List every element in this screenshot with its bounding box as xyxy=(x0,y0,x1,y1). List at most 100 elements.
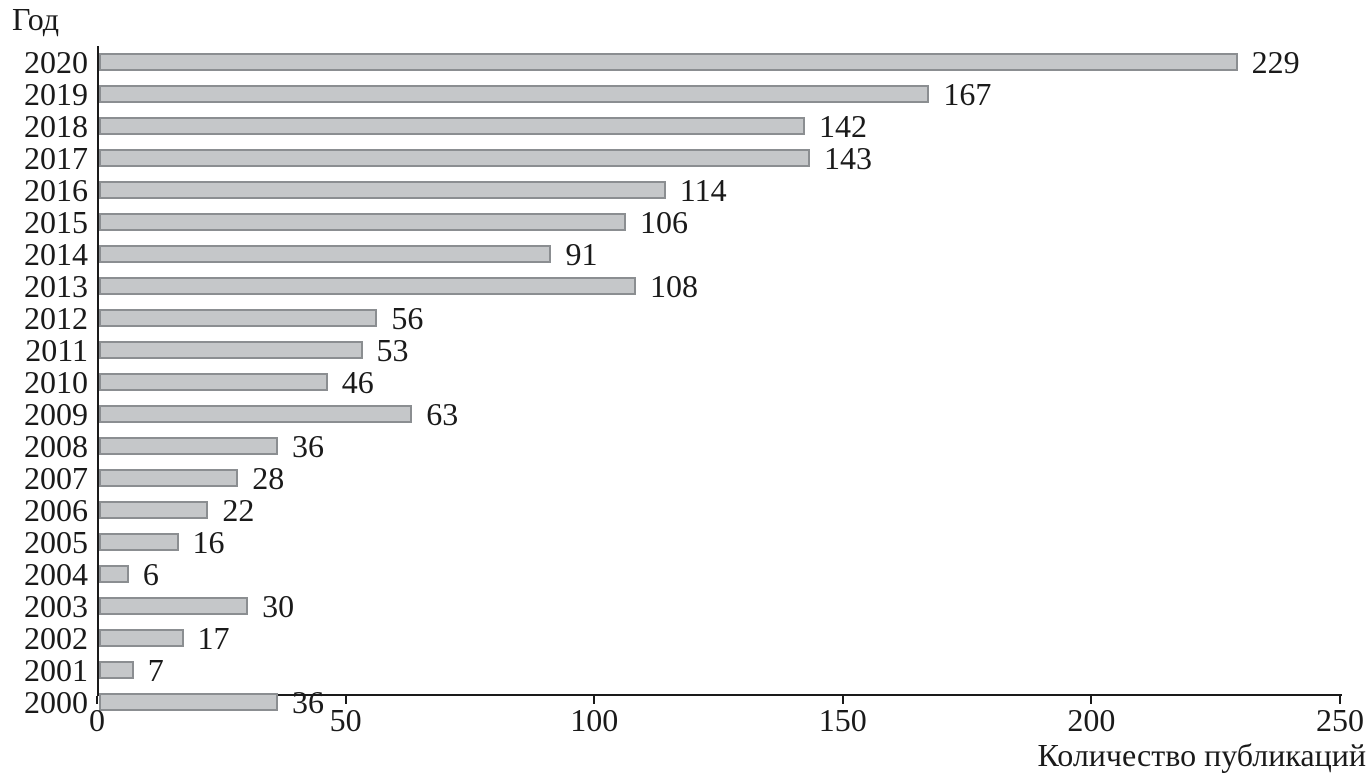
year-label: 2009 xyxy=(24,396,88,432)
year-label: 2016 xyxy=(24,172,88,208)
year-label: 2007 xyxy=(24,460,88,496)
value-label: 91 xyxy=(565,236,598,272)
value-label: 167 xyxy=(943,76,992,112)
year-label: 2015 xyxy=(24,204,88,240)
x-tick-label: 0 xyxy=(89,702,105,738)
bar-row: 2009 63 xyxy=(24,396,1342,432)
bar-row: 2005 16 xyxy=(24,524,1342,560)
bar xyxy=(99,501,209,519)
x-tick-mark xyxy=(344,696,347,704)
x-tick-mark xyxy=(593,696,596,704)
bar xyxy=(99,565,129,583)
x-tick-mark xyxy=(841,696,844,704)
year-label: 2003 xyxy=(24,588,88,624)
bar-row: 2006 22 xyxy=(24,492,1342,528)
bar xyxy=(99,181,666,199)
year-label: 2002 xyxy=(24,620,88,656)
bar-row: 2019 167 xyxy=(24,76,1342,112)
value-label: 143 xyxy=(823,140,872,176)
plot-area: 2020 229 2019 167 2018 142 2017 143 2016 114 2015 1… xyxy=(24,44,1342,718)
bar xyxy=(99,533,179,551)
year-label: 2013 xyxy=(24,268,88,304)
bar xyxy=(99,597,249,615)
bar-rows: 2020 229 2019 167 2018 142 2017 143 2016 114 2015 1… xyxy=(24,44,1342,718)
bar-row: 2018 142 xyxy=(24,108,1342,144)
bar xyxy=(99,629,184,647)
bar xyxy=(99,309,378,327)
bar-row: 2003 30 xyxy=(24,588,1342,624)
year-label: 2008 xyxy=(24,428,88,464)
value-label: 106 xyxy=(640,204,689,240)
bar xyxy=(99,661,134,679)
bar-row: 2020 229 xyxy=(24,44,1342,80)
bar-row: 2015 106 xyxy=(24,204,1342,240)
value-label: 229 xyxy=(1251,44,1300,80)
value-label: 6 xyxy=(142,556,159,592)
value-label: 36 xyxy=(291,428,324,464)
value-label: 142 xyxy=(819,108,868,144)
bar-row: 2016 114 xyxy=(24,172,1342,208)
bar xyxy=(99,693,278,711)
x-tick-label: 100 xyxy=(570,702,619,738)
bar-row: 2008 36 xyxy=(24,428,1342,464)
bar-row: 2014 91 xyxy=(24,236,1342,272)
year-label: 2019 xyxy=(24,76,88,112)
x-tick-label: 250 xyxy=(1316,702,1364,738)
bar xyxy=(99,245,552,263)
bar-row: 2002 17 xyxy=(24,620,1342,656)
value-label: 28 xyxy=(252,460,285,496)
bar xyxy=(99,85,930,103)
year-label: 2005 xyxy=(24,524,88,560)
value-label: 63 xyxy=(426,396,459,432)
value-label: 114 xyxy=(679,172,727,208)
x-tick-mark xyxy=(96,696,98,704)
bar xyxy=(99,149,810,167)
year-label: 2010 xyxy=(24,364,88,400)
value-label: 22 xyxy=(222,492,255,528)
value-label: 30 xyxy=(262,588,295,624)
bar-row: 2007 28 xyxy=(24,460,1342,496)
year-label: 2020 xyxy=(24,44,88,80)
year-label: 2006 xyxy=(24,492,88,528)
bar xyxy=(99,213,627,231)
bar xyxy=(99,341,363,359)
year-label: 2014 xyxy=(24,236,88,272)
year-label: 2001 xyxy=(24,652,88,688)
bar xyxy=(99,277,636,295)
year-label: 2017 xyxy=(24,140,88,176)
x-tick-label: 150 xyxy=(818,702,867,738)
bar-row: 2013 108 xyxy=(24,268,1342,304)
x-tick-label: 50 xyxy=(329,702,362,738)
value-label: 16 xyxy=(192,524,225,560)
x-axis-title: Количество публикаций xyxy=(1037,737,1366,773)
year-label: 2000 xyxy=(24,684,88,720)
y-axis-title: Год xyxy=(12,1,60,37)
value-label: 56 xyxy=(391,300,424,336)
x-tick-mark xyxy=(1339,696,1341,704)
bar-row: 2010 46 xyxy=(24,364,1342,400)
x-tick-mark xyxy=(1090,696,1093,704)
bar-row: 2012 56 xyxy=(24,300,1342,336)
bar-row: 2017 143 xyxy=(24,140,1342,176)
bar xyxy=(99,469,239,487)
bar xyxy=(99,373,328,391)
year-label: 2012 xyxy=(24,300,88,336)
bar xyxy=(99,53,1238,71)
bar-row: 2001 7 xyxy=(24,652,1342,688)
value-label: 7 xyxy=(147,652,164,688)
bar-row: 2004 6 xyxy=(24,556,1342,592)
year-label: 2018 xyxy=(24,108,88,144)
bar-row: 2000 36 xyxy=(24,684,1342,720)
bar xyxy=(99,437,278,455)
x-tick-label: 200 xyxy=(1067,702,1116,738)
value-label: 46 xyxy=(341,364,374,400)
value-label: 36 xyxy=(291,684,324,720)
bar xyxy=(99,405,413,423)
x-axis-ticks: 0 50 100 150 200 250 xyxy=(89,696,1364,748)
value-label: 17 xyxy=(197,620,230,656)
bar xyxy=(99,117,806,135)
year-label: 2011 xyxy=(25,332,88,368)
value-label: 53 xyxy=(376,332,409,368)
value-label: 108 xyxy=(649,268,698,304)
